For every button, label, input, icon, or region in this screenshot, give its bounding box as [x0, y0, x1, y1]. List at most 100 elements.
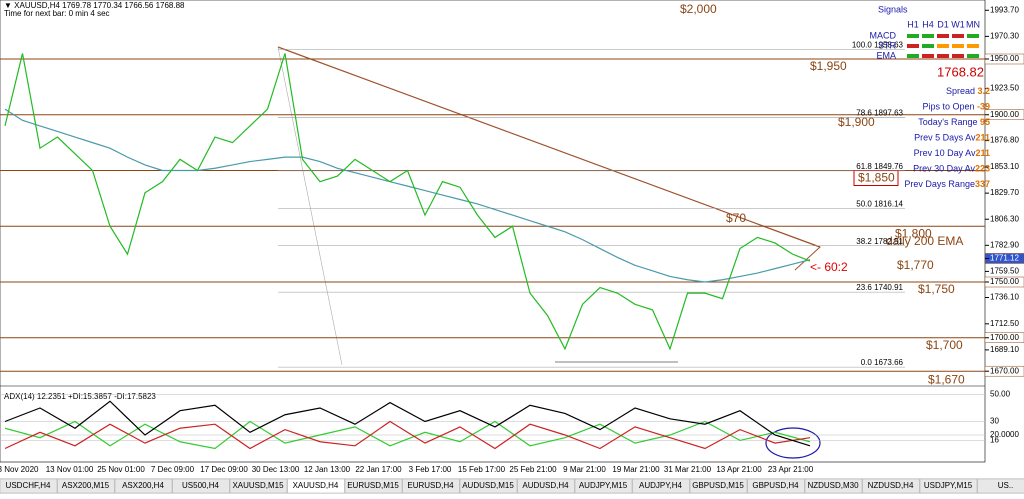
tab-label[interactable]: XAUUSD,M15 [232, 481, 284, 490]
fib-label: 38.2 1782.51 [856, 237, 903, 246]
price-label: 1950.00 [990, 54, 1019, 63]
annotation: $70 [726, 211, 746, 225]
signal-cell [967, 44, 979, 48]
price-label: 1712.50 [990, 319, 1019, 328]
level-label: $1,670 [928, 372, 965, 386]
date-label: 22 Jan 17:00 [355, 465, 402, 474]
stat-label: Prev 5 Days Av [914, 133, 976, 143]
price-label: 1993.70 [990, 5, 1019, 14]
fib-label: 50.0 1816.14 [856, 199, 903, 208]
signal-cell [937, 54, 949, 58]
stat-value: -39 [977, 102, 990, 112]
signal-cell [952, 44, 964, 48]
date-label: 13 Apr 21:00 [716, 465, 762, 474]
annotation: $1,770 [897, 258, 934, 272]
stat-label: Prev Days Range [904, 179, 975, 189]
stat-label: Prev 10 Day Av [914, 148, 976, 158]
price-label: 1700.00 [990, 333, 1019, 342]
timer: Time for next bar: 0 min 4 sec [4, 9, 110, 18]
date-label: 17 Dec 09:00 [200, 465, 248, 474]
tab-label[interactable]: EURUSD,M15 [347, 481, 399, 490]
annotation: <- 60:2 [810, 260, 848, 274]
adx-axis-label: 30 [990, 417, 999, 426]
date-label: 7 Dec 09:00 [151, 465, 195, 474]
signal-cell [952, 34, 964, 38]
stat-value: 337 [975, 179, 990, 189]
tab-label[interactable]: GBPUSD,H4 [752, 481, 799, 490]
date-label: 31 Mar 21:00 [664, 465, 712, 474]
stat-label: Pips to Open [922, 102, 977, 112]
signal-col: W1 [951, 19, 965, 29]
tab-label[interactable]: US.. [998, 481, 1014, 490]
stat-value: 211 [975, 148, 990, 158]
tab-label[interactable]: NZDUSD,H4 [868, 481, 914, 490]
fib-label: 61.8 1849.76 [856, 162, 903, 171]
signal-cell [907, 54, 919, 58]
stat-value: 3.2 [977, 86, 990, 96]
level-label: $1,700 [926, 338, 963, 352]
signal-cell [967, 34, 979, 38]
fib-label: 0.0 1673.66 [861, 358, 904, 367]
stat-value: 211 [975, 133, 990, 143]
tab-label[interactable]: USDJPY,M15 [924, 481, 973, 490]
price-label: 1759.50 [990, 267, 1019, 276]
price-label: 1689.10 [990, 345, 1019, 354]
signal-cell [967, 54, 979, 58]
signal-cell [952, 54, 964, 58]
tab-label[interactable]: ASX200,H4 [122, 481, 164, 490]
price-label: 1782.90 [990, 240, 1019, 249]
signal-cell [907, 34, 919, 38]
stat-value: 223 [975, 164, 990, 174]
price-label: 1876.80 [990, 136, 1019, 145]
stat: Prev 30 Day Av223 [913, 164, 990, 174]
tab-label[interactable]: AUDJPY,H4 [639, 481, 683, 490]
fib-label: 23.6 1740.91 [856, 283, 903, 292]
date-label: 19 Mar 21:00 [612, 465, 660, 474]
adx-axis-label: 16 [990, 436, 999, 445]
stat: Prev Days Range337 [904, 179, 990, 189]
price-label: 1900.00 [990, 110, 1019, 119]
tab-label[interactable]: AUDUSD,M15 [462, 481, 514, 490]
price-label: 1923.50 [990, 84, 1019, 93]
stat: Prev 5 Days Av211 [914, 133, 990, 143]
price-label: 1670.00 [990, 366, 1019, 375]
tab-label[interactable]: NZDUSD,M30 [807, 481, 859, 490]
date-label: 3 Nov 2020 [0, 465, 39, 474]
stat-label: Spread [946, 86, 978, 96]
stat-value: 95 [980, 117, 990, 127]
tab-label[interactable]: AUDUSD,H4 [522, 481, 569, 490]
signal-cell [937, 44, 949, 48]
stat-label: Prev 30 Day Av [913, 164, 975, 174]
tab-label[interactable]: ASX200,M15 [62, 481, 110, 490]
signal-row: MACD [870, 30, 897, 40]
level-label: $1,750 [918, 282, 955, 296]
tab-label[interactable]: XAUUSD,H4 [293, 481, 339, 490]
signal-col: H4 [922, 19, 934, 29]
tab-label[interactable]: US500,H4 [182, 481, 219, 490]
tab-label[interactable]: AUDJPY,M15 [579, 481, 628, 490]
date-label: 23 Apr 21:00 [768, 465, 814, 474]
tab-label[interactable]: USDCHF,H4 [6, 481, 51, 490]
date-label: 15 Feb 17:00 [458, 465, 506, 474]
stat-label: Today's Range [918, 117, 980, 127]
stat: Pips to Open -39 [922, 102, 990, 112]
price-label: 1829.70 [990, 188, 1019, 197]
signal-col: H1 [907, 19, 919, 29]
tab-label[interactable]: GBPUSD,M15 [692, 481, 744, 490]
signals-title: Signals [878, 4, 908, 14]
price-label: 1970.30 [990, 31, 1019, 40]
fib-label: 78.6 1897.63 [856, 109, 903, 118]
level-label: $1,950 [810, 59, 847, 73]
price: 1768.82 [937, 64, 984, 79]
stat: Today's Range 95 [918, 117, 990, 127]
date-label: 3 Feb 17:00 [409, 465, 452, 474]
signal-cell [937, 34, 949, 38]
signal-row: EMA [876, 50, 896, 60]
price-label: 1806.30 [990, 214, 1019, 223]
date-label: 9 Mar 21:00 [563, 465, 606, 474]
date-label: 13 Nov 01:00 [46, 465, 94, 474]
tab-label[interactable]: EURUSD,H4 [407, 481, 454, 490]
adx-label: ADX(14) 12.2351 +DI:15.3857 -DI:17.5823 [4, 392, 156, 401]
date-label: 25 Nov 01:00 [97, 465, 145, 474]
